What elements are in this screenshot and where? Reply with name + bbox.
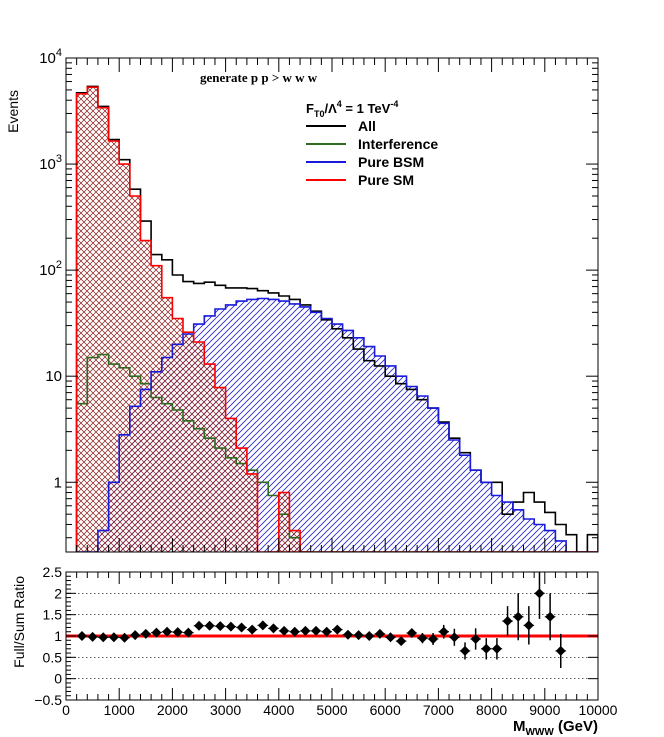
legend-label: Pure BSM: [358, 154, 424, 170]
ratio-point: [342, 629, 353, 640]
ratio-data: [66, 572, 598, 668]
ratio-point: [204, 620, 215, 631]
ratio-point: [194, 620, 204, 631]
legend-label: Pure SM: [358, 172, 414, 188]
ratio-point: [162, 626, 173, 637]
x-tick-label: 0: [62, 702, 70, 718]
ratio-point: [470, 633, 481, 644]
process-annotation: generate p p > w w w: [200, 70, 318, 85]
pure-sm-fill: [76, 87, 598, 552]
x-tick-label: 2000: [157, 702, 188, 718]
ratio-point: [225, 621, 236, 632]
series-line-all: [75, 85, 598, 552]
pure-sm-tail-fill: [289, 530, 301, 552]
ratio-point: [215, 621, 226, 632]
ratio-y-tick-label: 0.5: [43, 649, 63, 665]
ratio-point: [247, 624, 258, 635]
ratio-point: [513, 611, 524, 622]
ratio-point: [98, 632, 109, 643]
ratio-point: [502, 616, 513, 627]
x-tick-label: 5000: [316, 702, 347, 718]
ratio-y-tick-label: 1: [54, 628, 62, 644]
ratio-point: [151, 627, 162, 638]
ratio-point: [311, 625, 322, 636]
x-tick-label: 7000: [423, 702, 454, 718]
ratio-point: [236, 622, 247, 633]
histogram-fills: [76, 87, 598, 552]
ratio-y-tick-label: 0: [54, 671, 62, 687]
ratio-point: [534, 588, 545, 599]
ratio-point: [428, 633, 439, 644]
ratio-point: [364, 631, 375, 641]
ratio-point: [76, 631, 87, 641]
ratio-point: [449, 632, 460, 643]
ratio-point: [523, 620, 534, 631]
ratio-point: [108, 632, 119, 643]
ratio-point: [300, 625, 311, 636]
ratio-point: [555, 645, 566, 656]
ratio-point: [396, 636, 407, 647]
x-tick-label: 1000: [104, 702, 135, 718]
legend-label: Interference: [358, 136, 438, 152]
ratio-point: [279, 625, 290, 636]
ratio-point: [289, 626, 300, 637]
x-tick-label: 3000: [210, 702, 241, 718]
ratio-point: [257, 620, 268, 631]
ratio-point: [87, 631, 98, 642]
y-tick-label: 1: [54, 474, 62, 491]
series-line-interference: [75, 353, 598, 552]
y-tick-label: 104: [39, 47, 62, 67]
y-tick-label: 103: [39, 153, 62, 173]
ratio-y-tick-label: 2.5: [43, 564, 63, 580]
x-tick-label: 10000: [579, 702, 618, 718]
ratio-point: [406, 628, 417, 639]
series-line-pure-bsm: [76, 297, 598, 552]
ratio-y-tick-label: 2: [54, 585, 62, 601]
ratio-point: [268, 623, 279, 634]
top-axes: 1 10 102 103 104: [39, 47, 599, 552]
ratio-point: [332, 624, 343, 635]
series-line-pure-sm: [75, 86, 598, 552]
ratio-point: [438, 626, 449, 637]
ratio-point: [481, 643, 492, 654]
ratio-point: [183, 627, 194, 638]
x-tick-label: 6000: [370, 702, 401, 718]
ratio-point: [353, 630, 364, 641]
y-tick-label: 10: [45, 368, 62, 385]
ratio-point: [417, 633, 428, 644]
ratio-y-tick-label: −0.5: [34, 692, 62, 708]
pure-sm-tail-fill: [278, 492, 290, 552]
ratio-point: [321, 626, 332, 637]
x-tick-label: 4000: [263, 702, 294, 718]
ratio-point: [374, 628, 385, 639]
ratio-point: [385, 632, 396, 643]
legend: FT0/Λ4 = 1 TeV-4 All Interference Pure BSM…: [306, 99, 438, 188]
ratio-y-tick-label: 1.5: [43, 607, 63, 623]
ratio-point: [172, 627, 183, 638]
ratio-panel: −0.500.511.522.50 1000 2000 3000 4000 5000 600…: [11, 564, 618, 737]
y-axis-label: Events: [5, 90, 21, 133]
x-tick-label: 9000: [529, 702, 560, 718]
x-tick-label: 8000: [476, 702, 507, 718]
y-tick-label: 102: [39, 259, 62, 279]
legend-items: All Interference Pure BSM Pure SM: [306, 118, 438, 188]
ratio-point: [140, 628, 151, 639]
legend-header: FT0/Λ4 = 1 TeV-4: [306, 99, 398, 119]
ratio-point: [130, 630, 141, 641]
bottom-axes: −0.500.511.522.50 1000 2000 3000 4000 5000 600…: [34, 564, 617, 718]
histogram-panel: 1 10 102 103 104 Events generate p p > w w w…: [5, 47, 599, 553]
ratio-point: [460, 645, 470, 656]
ratio-point: [545, 611, 556, 622]
legend-label: All: [358, 118, 376, 134]
ratio-point: [491, 643, 502, 654]
x-axis-label: MWWW (GeV): [513, 718, 598, 737]
ratio-y-axis-label: Full/Sum Ratio: [11, 576, 27, 668]
ratio-point: [119, 632, 130, 643]
